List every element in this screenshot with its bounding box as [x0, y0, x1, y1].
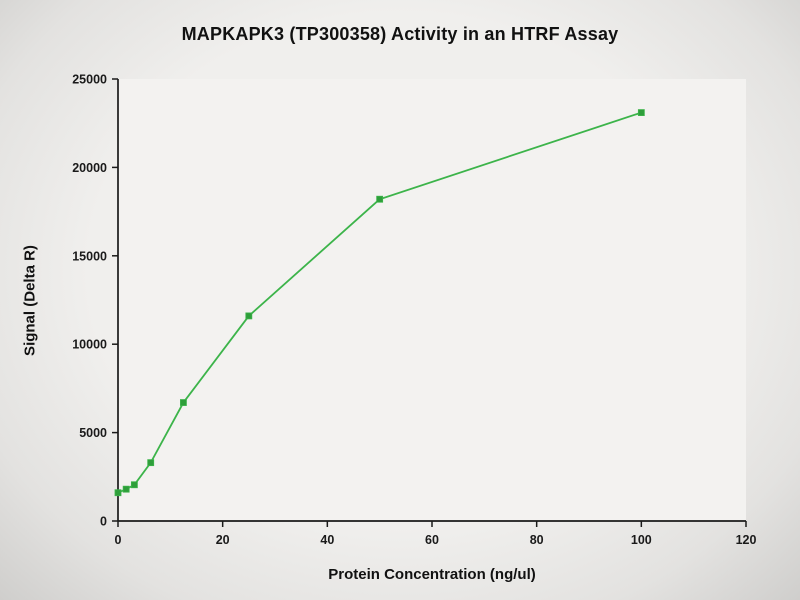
- data-point-marker: [122, 485, 130, 493]
- data-point-marker: [376, 195, 384, 203]
- y-tick-label: 15000: [72, 249, 107, 263]
- chart-title: MAPKAPK3 (TP300358) Activity in an HTRF …: [181, 24, 619, 44]
- x-tick-label: 0: [115, 533, 122, 547]
- x-tick-label: 80: [530, 533, 544, 547]
- x-tick-label: 20: [216, 533, 230, 547]
- y-tick-label: 25000: [72, 73, 107, 87]
- y-tick-label: 0: [100, 515, 107, 529]
- y-tick-label: 20000: [72, 161, 107, 175]
- data-point-marker: [180, 399, 187, 406]
- x-tick-label: 60: [425, 533, 439, 547]
- x-tick-label: 120: [736, 533, 757, 547]
- y-tick-label: 10000: [72, 338, 107, 352]
- data-point-marker: [637, 109, 645, 116]
- x-tick-label: 100: [631, 533, 652, 547]
- x-tick-label: 40: [320, 533, 334, 547]
- data-point-marker: [245, 312, 253, 320]
- data-point-marker: [130, 481, 138, 489]
- data-point-marker: [114, 489, 122, 497]
- y-axis-label: Signal (Delta R): [21, 245, 39, 356]
- y-tick-label: 5000: [79, 426, 107, 440]
- x-axis-label: Protein Concentration (ng/ul): [328, 566, 536, 583]
- data-point-marker: [147, 459, 155, 467]
- plot-area: [118, 79, 746, 521]
